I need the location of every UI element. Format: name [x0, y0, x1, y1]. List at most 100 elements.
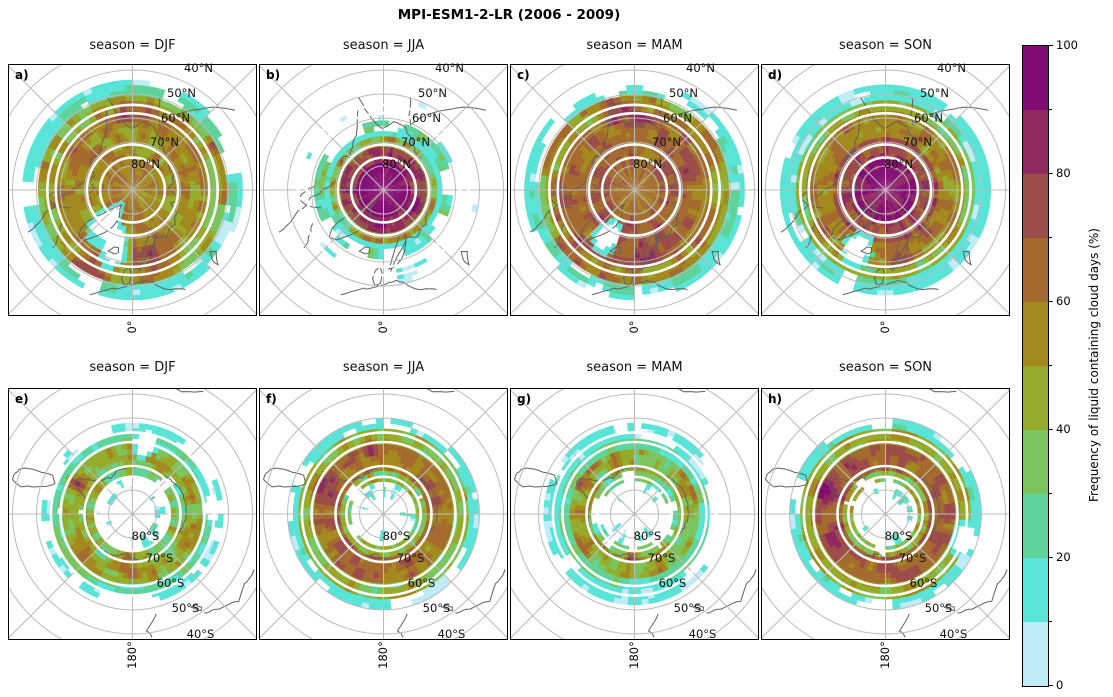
colorbar-tick: [1049, 428, 1053, 430]
colorbar-tick: [1049, 44, 1053, 46]
lat-grid-label: 80°N: [382, 157, 411, 171]
lat-grid-label: 60°S: [658, 576, 687, 590]
colorbar-segment: [1023, 494, 1048, 558]
x-axis-label-e: 180°: [125, 641, 139, 669]
colorbar-tick-label: 40: [1056, 422, 1071, 436]
colorbar-tick: [1049, 556, 1053, 558]
map-panel-b: b) 40°N 50°N 60°N 70°N 80°N: [259, 61, 508, 316]
lat-grid-label: 60°N: [663, 111, 692, 125]
colorbar-minor-tick: [1049, 236, 1052, 238]
panel-letter-d: d): [768, 68, 783, 82]
colorbar-tick-label: 60: [1056, 294, 1071, 308]
colorbar-tick: [1049, 684, 1053, 686]
season-title-h: season = SON: [838, 360, 933, 375]
colorbar-minor-tick: [1049, 492, 1052, 494]
panel-letter-a: a): [15, 68, 29, 82]
season-title-b: season = JJA: [342, 38, 425, 53]
lat-grid-label: 50°N: [920, 86, 949, 100]
season-title-f: season = JJA: [342, 360, 425, 375]
season-title-a: season = DJF: [89, 38, 176, 53]
colorbar-title: Frequency of liquid containing cloud day…: [1087, 228, 1101, 502]
lat-grid-label: 70°N: [401, 135, 430, 149]
colorbar: [1022, 45, 1049, 687]
x-axis-label-b: 0°: [376, 320, 390, 334]
lat-grid-label: 50°S: [673, 601, 702, 615]
lat-grid-label: 60°S: [407, 576, 436, 590]
lat-grid-label: 60°S: [156, 576, 185, 590]
colorbar-minor-tick: [1049, 364, 1052, 366]
panel-letter-b: b): [266, 68, 281, 82]
colorbar-segment: [1023, 366, 1048, 430]
map-panel-g: g) 80°S 70°S 60°S 50°S 40°S: [510, 388, 759, 641]
lat-grid-label: 50°S: [422, 601, 451, 615]
lat-grid-label: 70°N: [150, 135, 179, 149]
panel-letter-f: f): [266, 392, 277, 406]
x-axis-label-c: 0°: [627, 320, 641, 334]
colorbar-tick: [1049, 300, 1053, 302]
lat-grid-label: 40°N: [937, 61, 966, 75]
lat-grid-label: 50°S: [924, 601, 953, 615]
map-panel-d: d) 40°N 50°N 60°N 70°N 80°N: [761, 61, 1010, 316]
map-panel-c: c) 40°N 50°N 60°N 70°N 80°N: [510, 61, 759, 316]
season-title-g: season = MAM: [586, 360, 683, 375]
x-axis-label-a: 0°: [125, 320, 139, 334]
colorbar-tick-label: 20: [1056, 550, 1071, 564]
colorbar-segment: [1023, 302, 1048, 366]
lat-grid-label: 80°S: [382, 529, 411, 543]
lat-grid-label: 50°S: [171, 601, 200, 615]
lat-grid-label: 50°N: [167, 86, 196, 100]
colorbar-segment: [1023, 110, 1048, 174]
colorbar-segment: [1023, 238, 1048, 302]
colorbar-segment: [1023, 622, 1048, 686]
map-canvas-g: [511, 389, 758, 639]
lat-grid-label: 60°N: [412, 111, 441, 125]
colorbar-segment: [1023, 430, 1048, 494]
map-canvas-d: [762, 65, 1009, 315]
panel-letter-g: g): [517, 392, 532, 406]
lat-grid-label: 80°S: [131, 529, 160, 543]
colorbar-tick-label: 100: [1056, 38, 1078, 52]
lat-grid-label: 60°N: [914, 111, 943, 125]
map-canvas-c: [511, 65, 758, 315]
lat-grid-label: 70°S: [647, 551, 676, 565]
lat-grid-label: 70°N: [903, 135, 932, 149]
season-title-c: season = MAM: [586, 38, 683, 53]
lat-grid-label: 80°S: [633, 529, 662, 543]
colorbar-segment: [1023, 558, 1048, 622]
lat-grid-label: 40°N: [184, 61, 213, 75]
lat-grid-label: 40°S: [437, 627, 466, 641]
season-title-e: season = DJF: [89, 360, 176, 375]
map-canvas-a: [9, 65, 256, 315]
lat-grid-label: 80°N: [884, 157, 913, 171]
x-axis-label-f: 180°: [376, 641, 390, 669]
panel-letter-e: e): [15, 392, 29, 406]
lat-grid-label: 40°N: [435, 61, 464, 75]
lat-grid-label: 40°S: [688, 627, 717, 641]
x-axis-label-g: 180°: [627, 641, 641, 669]
colorbar-segment: [1023, 46, 1048, 110]
x-axis-label-h: 180°: [878, 641, 892, 669]
lat-grid-label: 80°N: [633, 157, 662, 171]
lat-grid-label: 60°S: [909, 576, 938, 590]
lat-grid-label: 40°S: [186, 627, 215, 641]
lat-grid-label: 70°S: [898, 551, 927, 565]
lat-grid-label: 70°S: [145, 551, 174, 565]
lat-grid-label: 50°N: [418, 86, 447, 100]
colorbar-minor-tick: [1049, 108, 1052, 110]
colorbar-tick: [1049, 172, 1053, 174]
figure-title: MPI-ESM1-2-LR (2006 - 2009): [397, 7, 621, 23]
lat-grid-label: 70°N: [652, 135, 681, 149]
colorbar-segment: [1023, 174, 1048, 238]
colorbar-tick-label: 80: [1056, 166, 1071, 180]
x-axis-label-d: 0°: [878, 320, 892, 334]
map-panel-f: f) 80°S 70°S 60°S 50°S 40°S: [259, 388, 508, 641]
map-canvas-e: [9, 389, 256, 639]
lat-grid-label: 70°S: [396, 551, 425, 565]
lat-grid-label: 40°S: [939, 627, 968, 641]
map-panel-a: a) 40°N 50°N 60°N 70°N 80°N: [8, 61, 257, 316]
panel-letter-c: c): [517, 68, 530, 82]
lat-grid-label: 80°S: [884, 529, 913, 543]
map-canvas-b: [260, 65, 507, 315]
lat-grid-label: 50°N: [669, 86, 698, 100]
